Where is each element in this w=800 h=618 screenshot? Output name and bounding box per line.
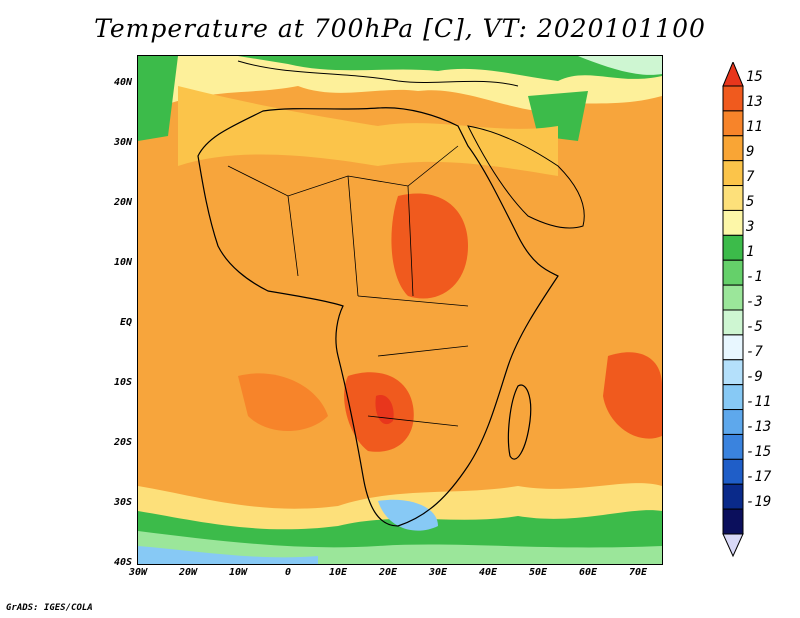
color-bar-cell [722,284,744,311]
lon-label-0: 0 [284,567,292,578]
color-bar-label: 3 [746,219,755,235]
lat-label-20n: 20N [113,197,132,208]
color-bar-label: 9 [746,144,755,160]
lon-label-40e: 40E [478,567,498,578]
lon-label-10w: 10W [228,567,248,578]
color-bar-cell [722,209,744,236]
field-cape-blue [378,499,438,531]
color-bar-label: -3 [746,294,763,310]
field-west-green [138,56,178,141]
field-atlantic-warm [238,373,328,431]
lat-label-20s: 20S [113,437,132,448]
color-bar-cell [722,135,744,162]
field-angola-hot [375,395,394,425]
color-bar-label: 1 [746,244,755,260]
color-bar-label: 15 [746,69,763,85]
color-bar-label: -13 [746,419,772,435]
lat-label-40s: 40S [113,557,132,568]
color-bar-bottom-arrow [722,533,744,558]
lon-label-30e: 30E [428,567,448,578]
lat-label-10s: 10S [113,377,132,388]
color-bar-label: 11 [746,119,763,135]
color-bar-cell [722,334,744,361]
color-bar-cell [722,458,744,485]
color-bar-cell [722,309,744,336]
color-bar [722,62,744,558]
color-bar-label: -9 [746,369,763,385]
color-bar-cell [722,384,744,411]
lon-label-50e: 50E [528,567,548,578]
color-bar-label: -17 [746,469,772,485]
color-bar-cell [722,85,744,112]
lat-label-30s: 30S [113,497,132,508]
field-south-light [138,531,662,564]
color-bar-cell [722,110,744,137]
lon-label-20e: 20E [378,567,398,578]
color-bar-top-arrow [722,62,744,87]
color-bar-cell [722,483,744,510]
lat-label-30n: 30N [113,137,132,148]
color-bar-cell [722,259,744,286]
color-bar-label: -15 [746,444,772,460]
color-bar-label: -5 [746,319,763,335]
color-bar-label: -11 [746,394,772,410]
temperature-map [137,55,663,565]
europe-coastline [237,60,519,87]
color-bar-cell [722,409,744,435]
color-bar-label: 5 [746,194,755,210]
color-bar-cell [722,359,744,386]
color-bar-label: 7 [746,169,755,185]
map-canvas [138,56,662,564]
color-bar-cell [722,508,744,535]
color-bar-cell [722,433,744,460]
lon-label-10e: 10E [328,567,348,578]
lat-label-40n: 40N [113,77,132,88]
lon-label-30w: 30W [128,567,148,578]
color-bar-cell [722,234,744,261]
lat-label-10n: 10N [113,257,132,268]
lon-label-60e: 60E [578,567,598,578]
africa-coastline [197,107,559,527]
field-sahara-north [178,86,558,176]
arabia-coastline [467,125,585,229]
map-title: Temperature at 700hPa [C], VT: 202010110… [94,14,706,43]
color-bar-cell [722,185,744,211]
field-sudan-warm [391,193,468,299]
field-south-blue [138,546,318,564]
lon-label-70e: 70E [628,567,648,578]
color-bar-label: -7 [746,344,763,360]
field-indian-warm [603,352,662,439]
border-line-3 [357,295,469,427]
color-bar-cells [722,85,744,535]
field-north-green [238,56,662,81]
color-bar-cell [722,160,744,187]
footer-credit: GrADS: IGES/COLA [6,603,93,613]
lat-label-eq: EQ [119,317,132,328]
color-bar-label: 13 [746,94,763,110]
border-line-2 [287,175,414,297]
color-bar-label: -19 [746,494,772,510]
lon-label-20w: 20W [178,567,198,578]
madagascar-coastline [507,384,532,460]
color-bar-label: -1 [746,269,763,285]
field-north-light [578,56,662,75]
